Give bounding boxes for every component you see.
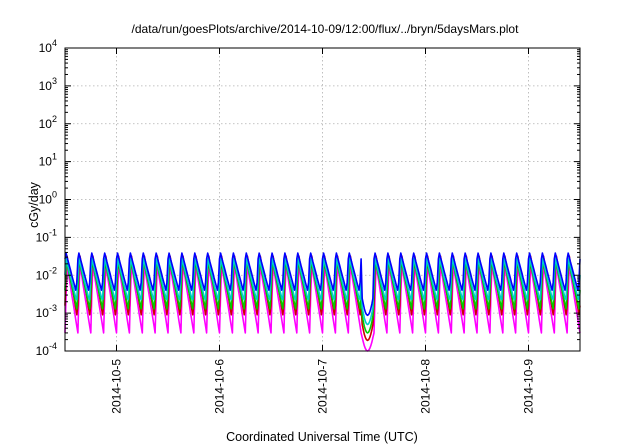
x-tick-label: 2014-10-5: [110, 359, 124, 414]
x-axis-label: Coordinated Universal Time (UTC): [226, 430, 418, 444]
chart-title: /data/run/goesPlots/archive/2014-10-09/1…: [132, 22, 520, 36]
series-line: [64, 264, 581, 352]
x-axis: 2014-10-5 2014-10-6 2014-10-7 2014-10-8 2014…: [110, 48, 536, 414]
x-tick-label: 2014-10-6: [213, 359, 227, 414]
y-axis: 10-4 10-3 10-2 10-1 100 101 102 103 104: [36, 38, 580, 358]
series-line: [64, 252, 581, 317]
y-tick-label: 10-1: [36, 227, 57, 244]
y-tick-label: 104: [39, 38, 57, 55]
x-tick-label: 2014-10-7: [316, 359, 330, 414]
y-axis-label: cGy/day: [27, 181, 41, 228]
y-tick-label: 101: [39, 152, 57, 169]
y-tick-label: 10-4: [36, 341, 57, 358]
y-tick-label: 10-3: [36, 303, 57, 320]
y-tick-label: 103: [39, 76, 57, 93]
y-tick-label: 10-2: [36, 265, 57, 282]
y-tick-label: 102: [39, 114, 57, 131]
y-tick-label: 100: [39, 190, 57, 207]
x-tick-label: 2014-10-8: [419, 359, 433, 414]
x-tick-label: 2014-10-9: [522, 359, 536, 414]
plot-area: [64, 252, 581, 352]
